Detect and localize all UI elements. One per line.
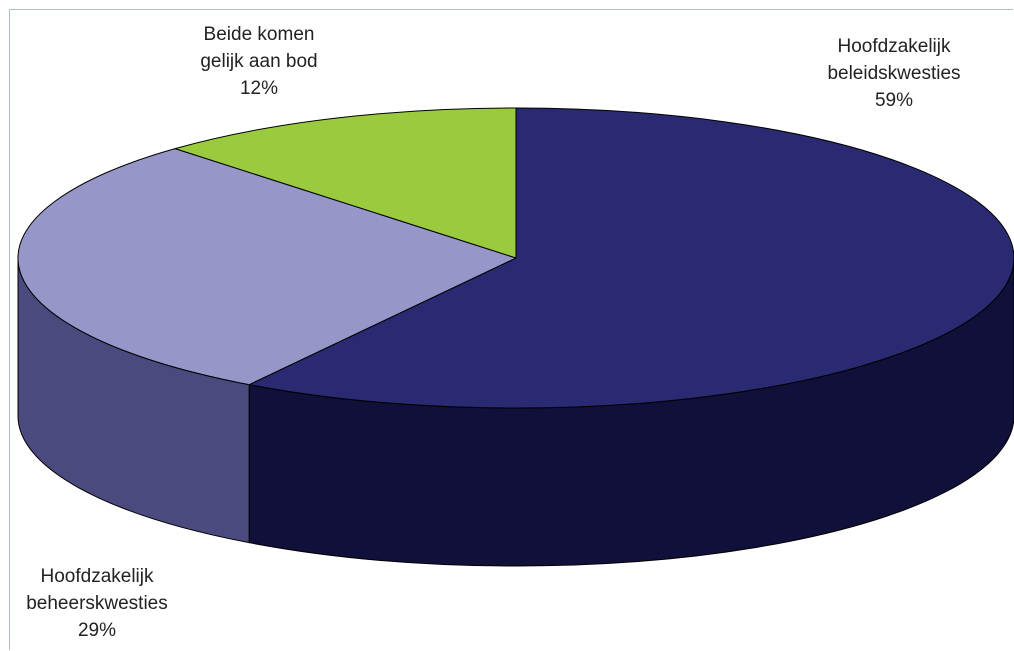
slice-percent: 12% (240, 78, 278, 99)
slice-label-1: Hoofdzakelijk beheerskwesties 29% (26, 566, 168, 641)
slice-label-line: beheerskwesties (26, 593, 168, 614)
pie-tops (17, 107, 1014, 409)
slice-label-line: Hoofdzakelijk (838, 36, 951, 57)
slice-percent: 59% (875, 90, 913, 111)
slice-percent: 29% (78, 620, 116, 641)
pie-slice-2 (174, 107, 517, 259)
slice-label-2: Beide komen gelijk aan bod 12% (200, 24, 317, 99)
slice-label-line: Beide komen (204, 24, 315, 45)
pie-slice-1 (17, 148, 517, 386)
pie-sides (17, 257, 1014, 567)
slice-label-0: Hoofdzakelijk beleidskwesties 59% (827, 36, 960, 111)
slice-label-line: gelijk aan bod (200, 51, 317, 72)
slice-label-line: beleidskwesties (827, 63, 960, 84)
pie-labels: Hoofdzakelijk beleidskwesties 59%Hoofdzake… (26, 24, 960, 641)
slice-label-line: Hoofdzakelijk (41, 566, 154, 587)
pie-slice-0 (248, 107, 1014, 409)
chart-frame (9, 9, 1013, 650)
